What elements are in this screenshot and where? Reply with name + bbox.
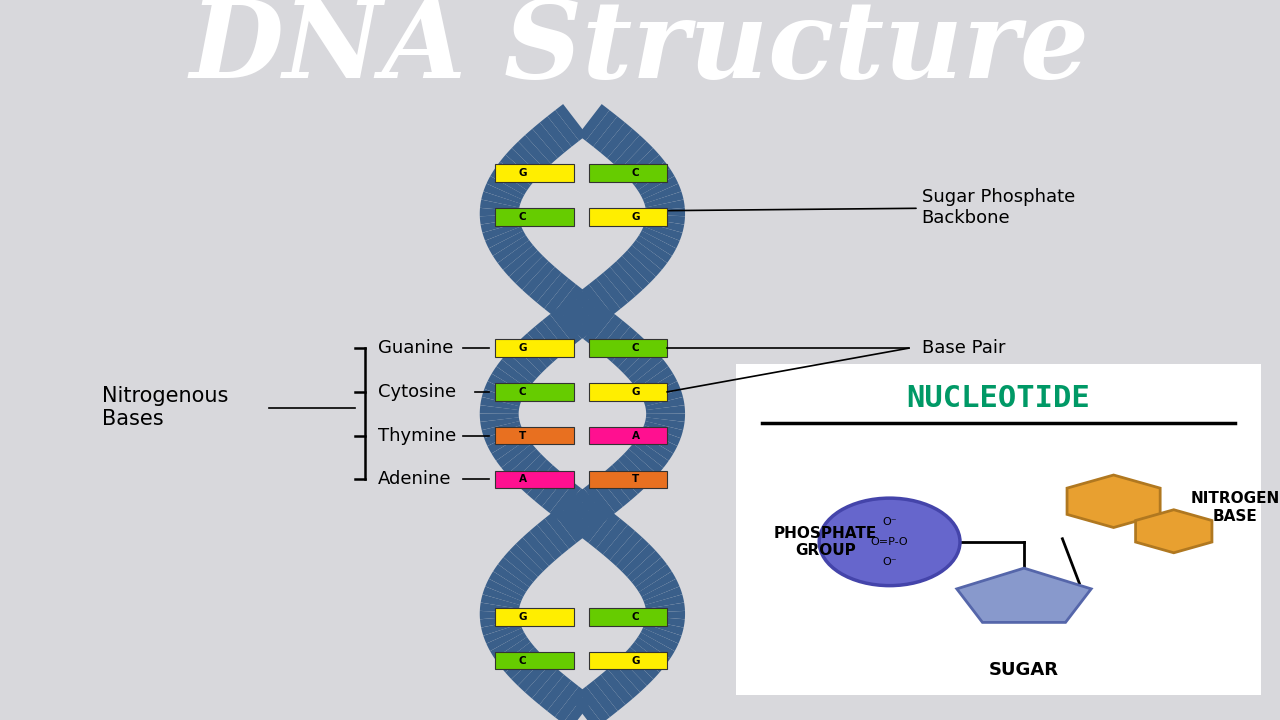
Text: O=P-O: O=P-O xyxy=(870,537,909,547)
Text: SUGAR: SUGAR xyxy=(989,661,1059,679)
Text: DNA Structure: DNA Structure xyxy=(189,0,1091,101)
Text: Base Pair: Base Pair xyxy=(922,339,1005,357)
Polygon shape xyxy=(957,568,1091,622)
Bar xyxy=(495,383,573,400)
Text: C: C xyxy=(632,612,640,622)
Bar xyxy=(495,652,573,670)
Polygon shape xyxy=(1135,510,1212,553)
Text: C: C xyxy=(518,656,526,665)
Bar xyxy=(589,427,667,444)
Text: A: A xyxy=(632,431,640,441)
Bar xyxy=(589,164,667,182)
Bar xyxy=(495,608,573,626)
Bar xyxy=(495,427,573,444)
Bar xyxy=(495,164,573,182)
Text: O⁻: O⁻ xyxy=(882,517,897,527)
Bar xyxy=(589,608,667,626)
Text: C: C xyxy=(632,168,640,178)
Text: G: G xyxy=(631,656,640,665)
Text: Nitrogenous
Bases: Nitrogenous Bases xyxy=(102,386,229,429)
Bar xyxy=(495,339,573,357)
Text: Adenine: Adenine xyxy=(378,470,451,488)
Bar xyxy=(589,471,667,488)
Text: G: G xyxy=(518,612,527,622)
Text: T: T xyxy=(632,474,640,485)
Text: G: G xyxy=(631,212,640,222)
FancyBboxPatch shape xyxy=(736,364,1261,695)
Text: T: T xyxy=(520,431,526,441)
Text: G: G xyxy=(518,343,527,353)
Bar xyxy=(495,208,573,225)
Text: Thymine: Thymine xyxy=(378,427,456,445)
Text: G: G xyxy=(518,168,527,178)
Bar xyxy=(589,383,667,400)
Text: Sugar Phosphate
Backbone: Sugar Phosphate Backbone xyxy=(668,188,1075,227)
Text: A: A xyxy=(518,474,527,485)
Text: PHOSPHATE
GROUP: PHOSPHATE GROUP xyxy=(774,526,877,558)
Bar xyxy=(495,471,573,488)
Bar xyxy=(589,208,667,225)
Bar xyxy=(589,339,667,357)
Text: C: C xyxy=(518,212,526,222)
Polygon shape xyxy=(1068,475,1160,528)
Text: G: G xyxy=(631,387,640,397)
Text: Guanine: Guanine xyxy=(378,339,453,357)
Text: C: C xyxy=(518,387,526,397)
Text: C: C xyxy=(632,343,640,353)
Ellipse shape xyxy=(819,498,960,585)
Text: O⁻: O⁻ xyxy=(882,557,897,567)
Text: NITROGEN
BASE: NITROGEN BASE xyxy=(1190,491,1280,523)
Bar xyxy=(589,652,667,670)
Text: Cytosine: Cytosine xyxy=(378,383,456,401)
Text: NUCLEOTIDE: NUCLEOTIDE xyxy=(906,384,1091,413)
